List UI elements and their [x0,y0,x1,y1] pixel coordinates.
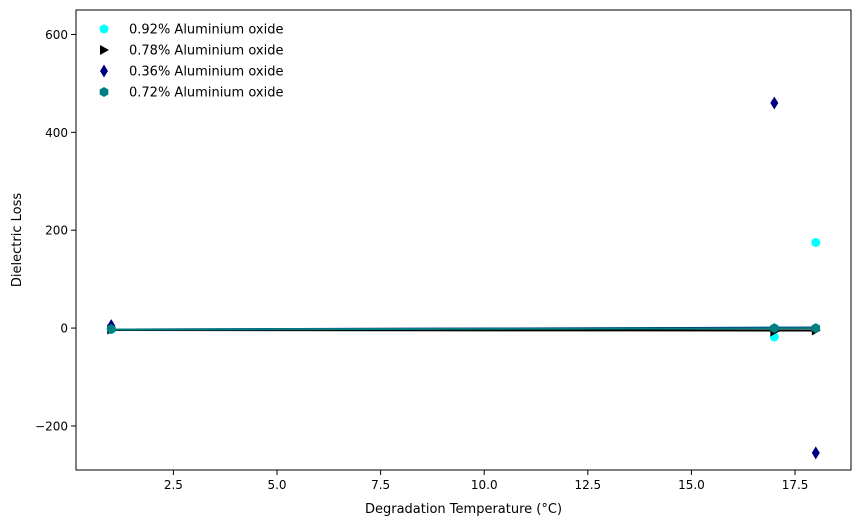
x-axis-label: Degradation Temperature (°C) [365,502,562,517]
y-axis: −200 0 200 400 600 [35,28,76,433]
legend-marker [100,25,109,34]
legend-label: 0.78% Aluminium oxide [129,44,283,59]
x-tick-label: 15.0 [678,478,705,492]
y-tick-label: −200 [35,419,68,433]
y-tick-label: 0 [60,322,68,336]
y-axis-label: Dielectric Loss [10,193,25,287]
x-tick-label: 5.0 [267,478,286,492]
y-tick-label: 600 [45,28,68,42]
x-tick-label: 12.5 [574,478,601,492]
y-tick-label: 400 [45,126,68,140]
x-tick-label: 7.5 [371,478,390,492]
legend-label: 0.72% Aluminium oxide [129,86,283,101]
legend-label: 0.92% Aluminium oxide [129,23,283,38]
data-point [811,238,820,247]
y-tick-label: 200 [45,224,68,238]
x-tick-label: 10.0 [471,478,498,492]
legend-label: 0.36% Aluminium oxide [129,65,283,80]
x-axis: 2.5 5.0 7.5 10.0 12.5 15.0 17.5 [164,470,809,492]
x-tick-label: 17.5 [782,478,809,492]
x-tick-label: 2.5 [164,478,183,492]
